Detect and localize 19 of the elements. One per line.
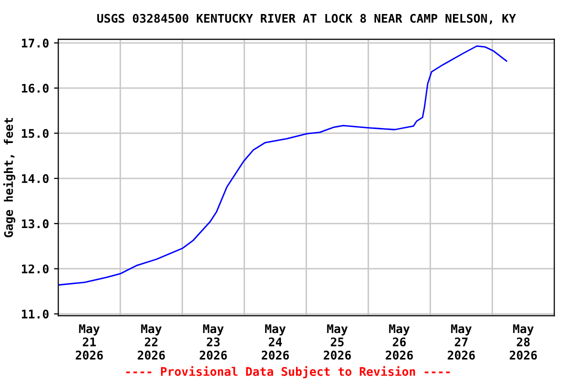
chart-title: USGS 03284500 KENTUCKY RIVER AT LOCK 8 NEAR CAMP NELSON, KY [97,14,516,24]
x-tick-label: May 25 2026 [324,324,351,360]
x-tick-label: May 24 2026 [262,324,289,360]
y-tick-label: 17.0 [22,38,49,48]
y-tick-label: 11.0 [22,310,49,319]
x-tick-label: May 27 2026 [448,324,475,360]
y-tick-label: 15.0 [22,128,49,138]
y-tick-label: 16.0 [22,84,49,93]
y-axis-title: Gage height, feet [3,118,16,238]
x-tick-label: May 21 2026 [76,324,103,360]
x-tick-label: May 26 2026 [386,324,413,360]
line-series [58,45,508,286]
y-tick-label: 14.0 [22,174,49,184]
x-tick-label: May 22 2026 [138,324,165,360]
text: ---- Provisional Data Subject to Revision ---- [126,366,450,378]
x-tick-label: May 23 2026 [200,324,227,360]
y-tick-label: 12.0 [22,264,49,274]
y-tick-label: 13.0 [22,219,49,228]
x-tick-label: May 28 2026 [510,324,537,360]
